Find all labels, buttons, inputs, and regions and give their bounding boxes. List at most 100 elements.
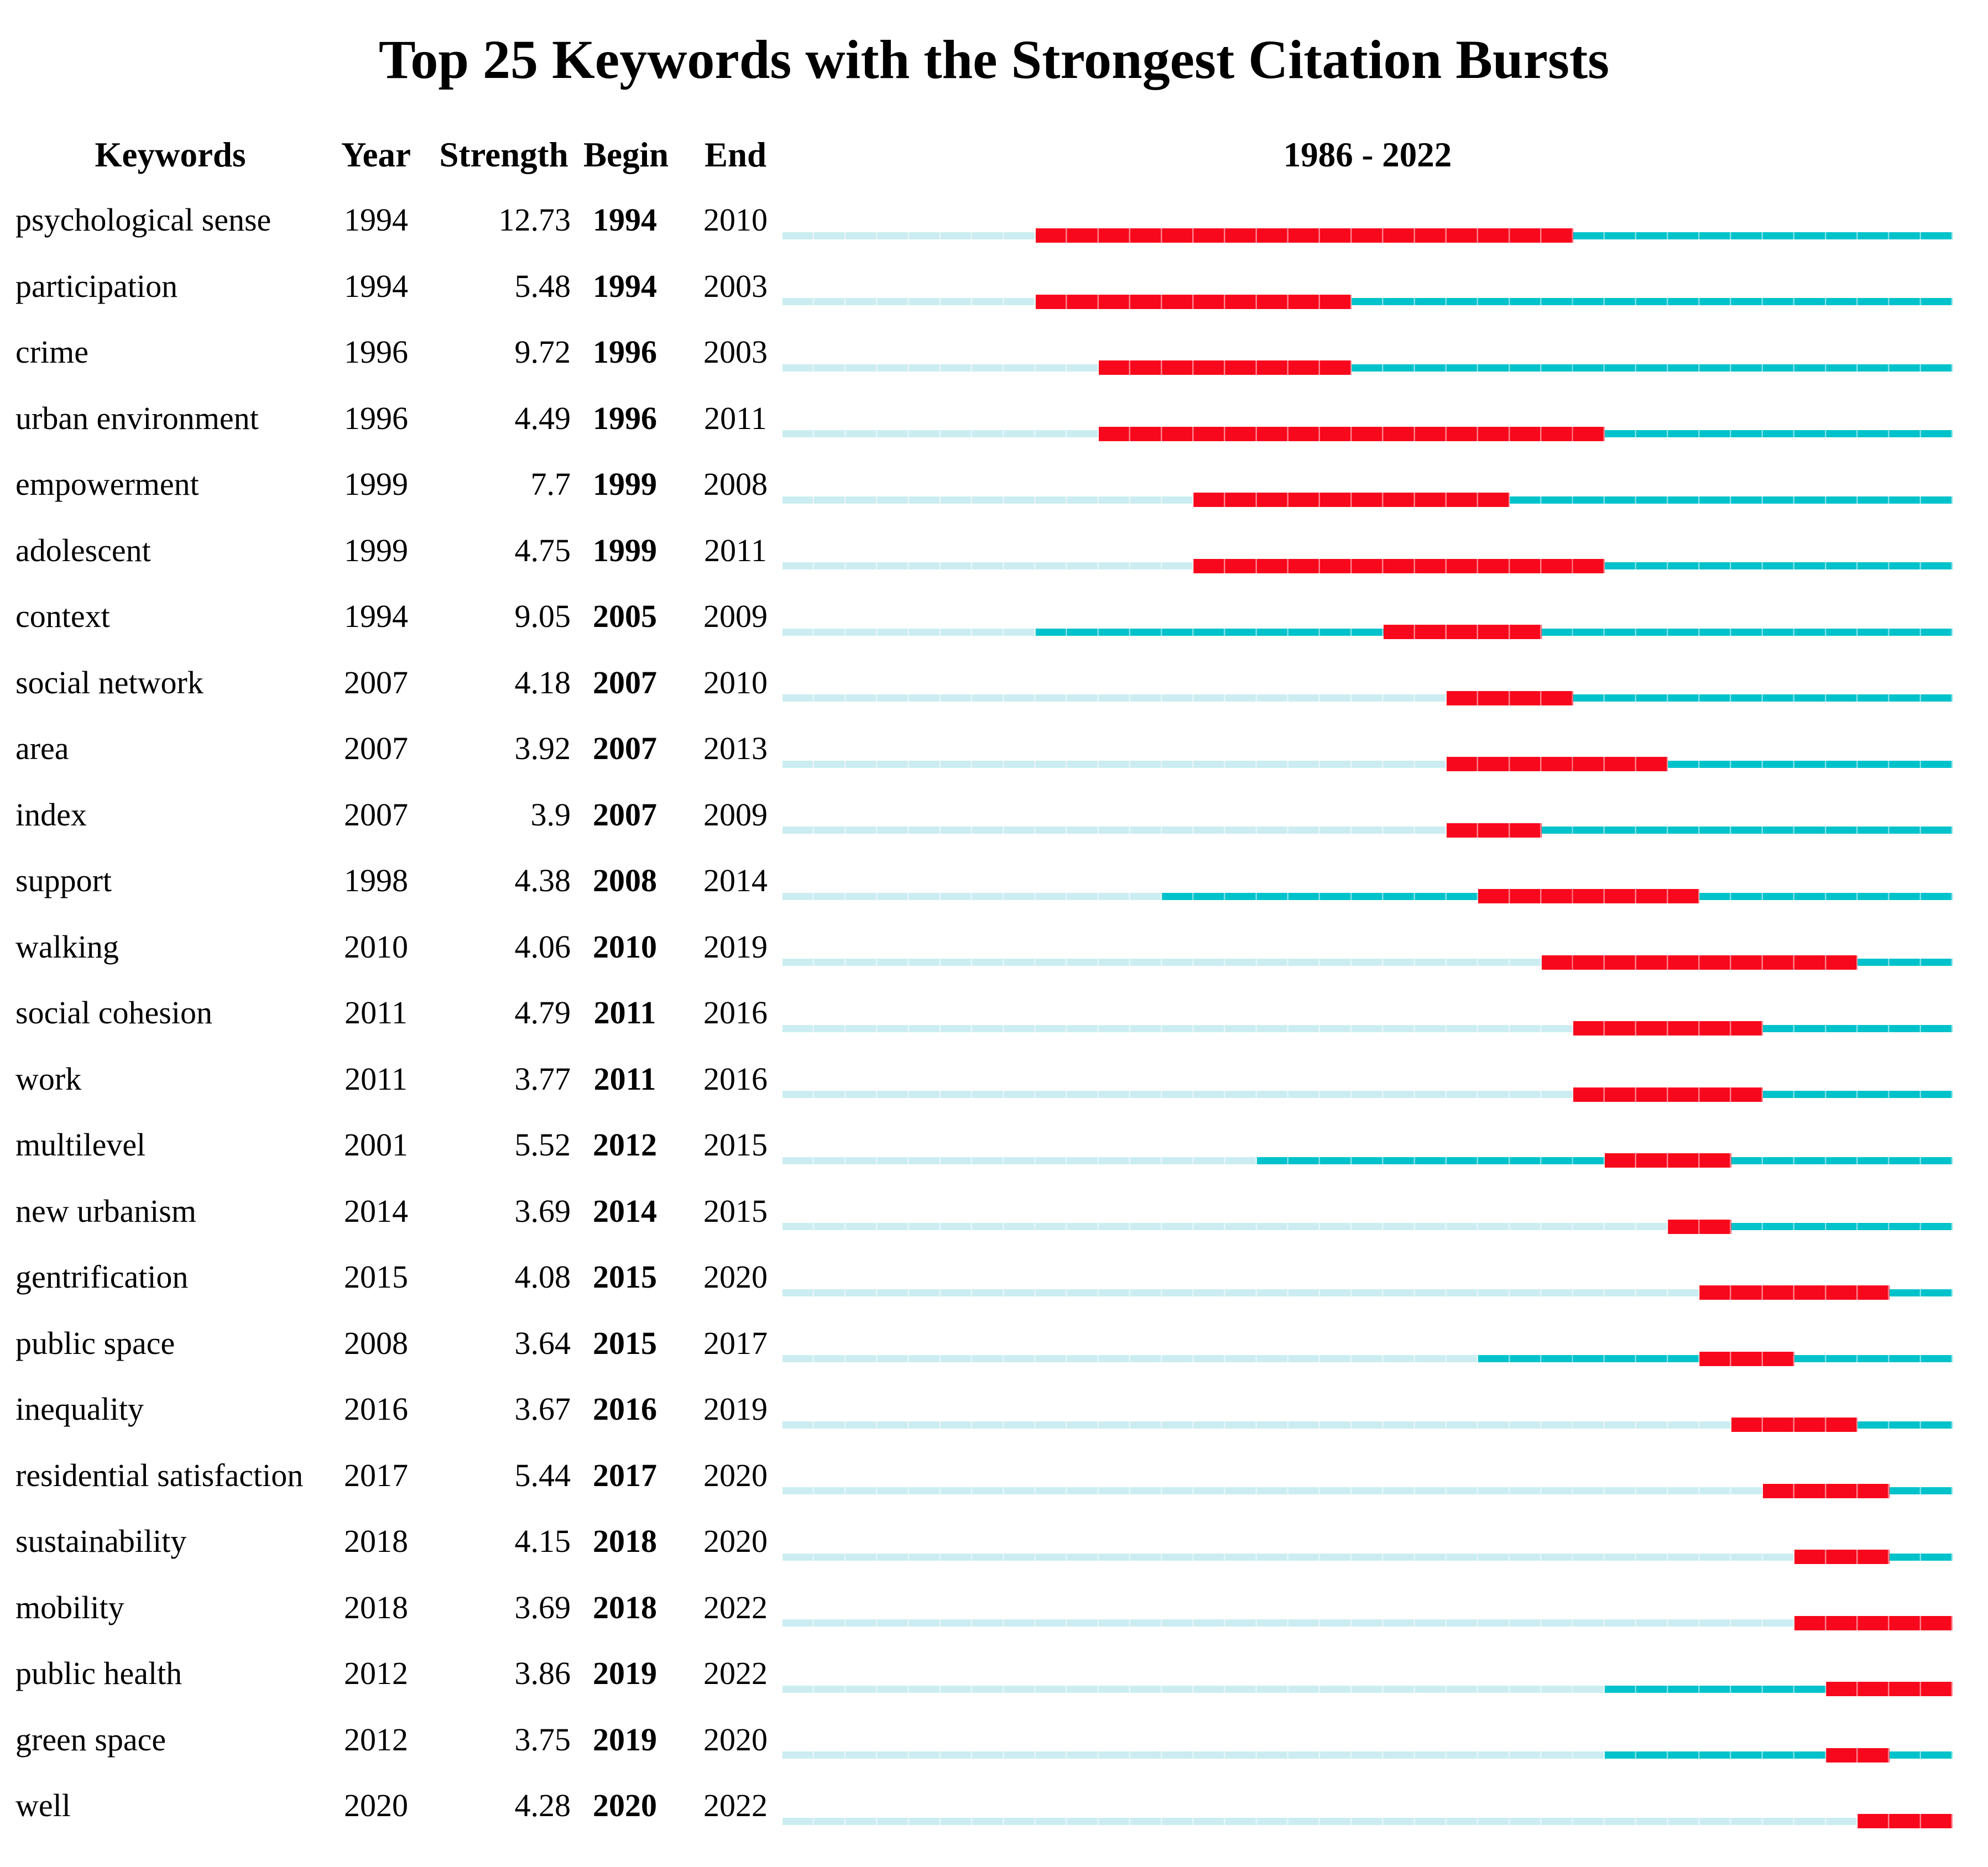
timeline-segment-active-post-burst (1731, 1223, 1953, 1230)
begin-cell: 2008 (593, 862, 657, 898)
timeline-segment-burst (1668, 1219, 1731, 1234)
timeline-segment-active-post-burst (1352, 364, 1953, 372)
strength-cell: 4.75 (514, 532, 571, 568)
timeline-segment-before-appearance (782, 430, 1099, 437)
strength-cell: 3.69 (514, 1193, 571, 1229)
table-row: psychological sense 1994 12.73 1994 2010 (0, 187, 1988, 253)
end-cell: 2015 (703, 1127, 768, 1163)
begin-cell: 2010 (593, 928, 657, 965)
end-cell: 2020 (703, 1523, 768, 1559)
column-header-timeline-range: 1986 - 2022 (1283, 135, 1452, 174)
end-cell: 2013 (703, 730, 768, 766)
timeline-segment-active-post-burst (1889, 1289, 1953, 1296)
begin-cell: 2019 (593, 1655, 657, 1691)
timeline-segment-burst (1035, 228, 1573, 243)
keyword-cell: inequality (15, 1391, 144, 1427)
burst-timeline-bar (782, 691, 1953, 705)
table-row: urban environment 1996 4.49 1996 2011 (0, 385, 1988, 452)
end-cell: 2015 (703, 1193, 768, 1229)
strength-cell: 3.86 (514, 1655, 571, 1691)
year-cell: 1998 (344, 862, 408, 898)
keyword-cell: social network (15, 664, 204, 700)
timeline-segment-active-post-burst (1699, 892, 1953, 900)
strength-cell: 9.05 (514, 598, 571, 634)
timeline-segment-before-appearance (782, 628, 1036, 636)
keyword-cell: residential satisfaction (15, 1457, 304, 1493)
keyword-cell: public space (15, 1325, 175, 1361)
timeline-segment-burst (1699, 1285, 1890, 1300)
strength-cell: 3.92 (514, 730, 571, 766)
table-row: work 2011 3.77 2011 2016 (0, 1046, 1988, 1112)
table-row: index 2007 3.9 2007 2009 (0, 782, 1988, 848)
timeline-segment-active-post-burst (1604, 562, 1953, 569)
burst-timeline-bar (782, 757, 1953, 771)
keyword-cell: crime (15, 334, 89, 370)
year-cell: 2007 (344, 796, 408, 833)
burst-timeline-bar (782, 360, 1953, 375)
timeline-segment-before-appearance (782, 760, 1447, 768)
timeline-segment-burst (1446, 823, 1542, 838)
timeline-segment-burst (1794, 1615, 1953, 1630)
burst-timeline-bar (782, 1483, 1953, 1498)
end-cell: 2008 (703, 466, 768, 502)
timeline-segment-burst (1193, 493, 1510, 507)
timeline-segment-burst (1098, 426, 1605, 441)
begin-cell: 2011 (593, 1060, 656, 1097)
strength-cell: 4.79 (514, 995, 571, 1031)
year-cell: 2017 (344, 1457, 408, 1493)
burst-timeline-bar (782, 1814, 1953, 1828)
begin-cell: 2007 (593, 664, 657, 700)
keyword-cell: empowerment (15, 466, 199, 502)
keyword-cell: green space (15, 1721, 166, 1758)
timeline-segment-before-appearance (782, 1685, 1605, 1693)
begin-cell: 2017 (593, 1457, 657, 1493)
strength-cell: 3.67 (514, 1391, 571, 1427)
timeline-segment-before-appearance (782, 496, 1194, 504)
timeline-segment-burst (1035, 294, 1352, 309)
timeline-segment-burst (1604, 1153, 1731, 1168)
end-cell: 2022 (703, 1589, 768, 1625)
end-cell: 2010 (703, 664, 768, 700)
strength-cell: 5.52 (514, 1127, 571, 1163)
begin-cell: 2015 (593, 1325, 657, 1361)
strength-cell: 4.18 (514, 664, 571, 700)
year-cell: 1994 (344, 268, 408, 304)
end-cell: 2003 (703, 268, 768, 304)
year-cell: 2011 (345, 995, 408, 1031)
timeline-segment-before-appearance (782, 298, 1036, 305)
timeline-segment-burst (1446, 757, 1668, 771)
timeline-segment-before-appearance (782, 1289, 1700, 1296)
timeline-segment-active-post-burst (1857, 1421, 1953, 1429)
end-cell: 2009 (703, 796, 768, 833)
keyword-cell: support (15, 862, 112, 898)
keyword-cell: walking (15, 928, 119, 965)
end-cell: 2016 (703, 995, 768, 1031)
end-cell: 2020 (703, 1259, 768, 1295)
timeline-segment-burst (1541, 955, 1858, 970)
strength-cell: 5.48 (514, 268, 571, 304)
begin-cell: 2020 (593, 1787, 657, 1823)
table-row: participation 1994 5.48 1994 2003 (0, 253, 1988, 320)
keyword-cell: new urbanism (15, 1193, 196, 1229)
table-row: multilevel 2001 5.52 2012 2015 (0, 1112, 1988, 1178)
table-row: social cohesion 2011 4.79 2011 2016 (0, 980, 1988, 1046)
table-row: context 1994 9.05 2005 2009 (0, 583, 1988, 650)
burst-timeline-bar (782, 1550, 1953, 1564)
table-row: mobility 2018 3.69 2018 2022 (0, 1575, 1988, 1641)
table-row: sustainability 2018 4.15 2018 2020 (0, 1508, 1988, 1575)
keyword-cell: participation (15, 268, 178, 304)
timeline-segment-before-appearance (782, 1157, 1257, 1164)
timeline-segment-burst (1826, 1682, 1953, 1696)
burst-timeline-bar (782, 493, 1953, 507)
year-cell: 2007 (344, 730, 408, 766)
timeline-segment-burst (1478, 889, 1700, 903)
keyword-cell: public health (15, 1655, 182, 1691)
table-row: green space 2012 3.75 2019 2020 (0, 1707, 1988, 1773)
burst-timeline-bar (782, 625, 1953, 639)
timeline-segment-before-appearance (782, 1751, 1605, 1759)
strength-cell: 4.06 (514, 928, 571, 965)
timeline-segment-burst (1446, 691, 1573, 705)
timeline-segment-active-pre-burst (1478, 1355, 1700, 1362)
strength-cell: 3.75 (514, 1721, 571, 1758)
